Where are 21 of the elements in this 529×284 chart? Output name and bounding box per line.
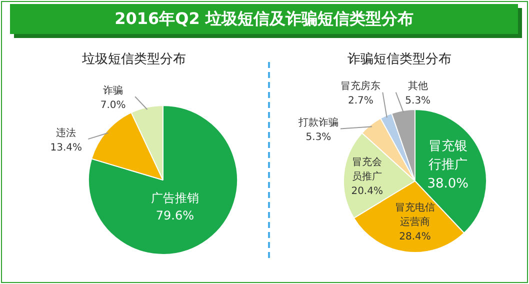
data-label: 38.0% <box>427 176 469 192</box>
data-label: 20.4% <box>351 186 383 197</box>
data-label: 2.7% <box>348 96 374 107</box>
slice-label: 违法 <box>56 126 76 139</box>
data-label: 5.3% <box>405 96 431 107</box>
chart-subtitle: 垃圾短信类型分布 <box>81 51 187 68</box>
slice-label: 其他 <box>408 80 428 92</box>
slice-label: 诈骗 <box>103 84 124 96</box>
slice-label: 冒充会员推广 <box>352 156 382 182</box>
slice-label: 冒充房东 <box>340 80 381 92</box>
slice-label: 冒充电信运营商 <box>395 202 435 228</box>
data-label: 5.3% <box>306 132 332 144</box>
data-label: 28.4% <box>399 232 431 243</box>
chart-title: 2016年Q2 垃圾短信及诈骗短信类型分布 <box>10 4 518 34</box>
data-label: 79.6% <box>156 208 194 222</box>
slice-label: 广告推销 <box>150 190 199 205</box>
data-label: 7.0% <box>100 100 126 111</box>
slice-label: 冒充银行推广 <box>428 138 468 173</box>
chart-title: 诈骗短信类型分布 <box>346 51 452 68</box>
data-label: 13.4% <box>50 142 82 154</box>
slice-label: 打款诈骗 <box>297 116 338 129</box>
